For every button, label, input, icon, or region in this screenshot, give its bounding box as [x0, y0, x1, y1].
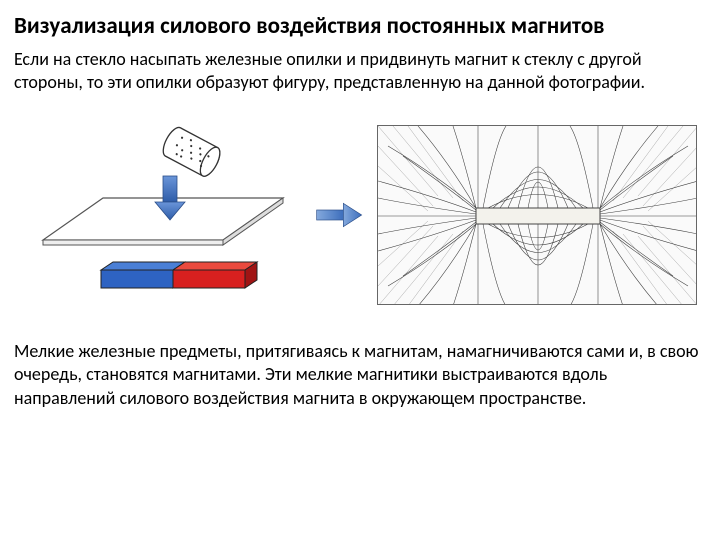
figure-row: [14, 110, 706, 320]
filings-shaker: [159, 125, 223, 180]
bar-magnet: [101, 262, 257, 288]
magnet-bar-outline: [476, 208, 600, 224]
page-title: Визуализация силового воздействия постоя…: [14, 12, 706, 40]
transition-arrow-icon: [315, 195, 365, 235]
conclusion-paragraph: Мелкие железные предметы, притягиваясь к…: [14, 340, 706, 410]
experiment-diagram: [23, 120, 303, 310]
field-lines-photo: [377, 125, 697, 305]
intro-paragraph: Если на стекло насыпать железные опилки …: [14, 48, 706, 94]
